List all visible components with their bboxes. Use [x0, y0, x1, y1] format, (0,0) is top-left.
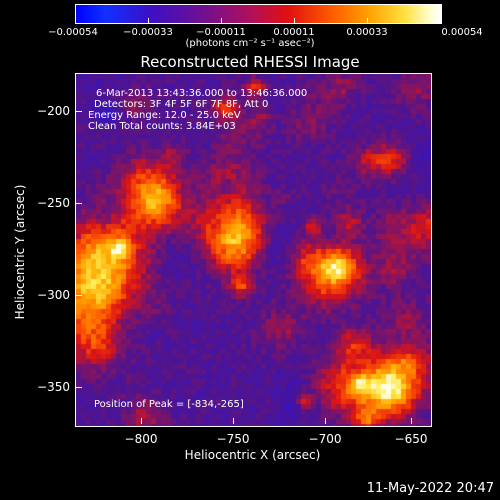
colorbar-tickmark	[367, 18, 368, 23]
x-axis-label: Heliocentric X (arcsec)	[184, 448, 321, 462]
heatmap-canvas	[76, 74, 431, 426]
x-tick-label: −650	[394, 432, 428, 446]
overlay-peak-position: Position of Peak = [-834,-265]	[94, 399, 244, 410]
x-tick-label: −750	[216, 432, 250, 446]
colorbar	[75, 4, 442, 24]
y-tickmark	[76, 295, 82, 296]
plot-title: Reconstructed RHESSI Image	[140, 53, 360, 71]
x-tick-label: −800	[124, 432, 158, 446]
overlay-detectors: Detectors: 3F 4F 5F 6F 7F 8F, Att 0	[94, 99, 269, 110]
colorbar-tickmark	[294, 18, 295, 23]
colorbar-tick-label: 0.00033	[346, 27, 388, 38]
y-axis-label: Heliocentric Y (arcsec)	[13, 184, 27, 320]
y-tick-label: −250	[37, 196, 70, 210]
x-tick-label: −700	[308, 432, 342, 446]
colorbar-tick-label: 0.00054	[441, 27, 483, 38]
y-tickmark	[76, 387, 82, 388]
colorbar-tickmark	[221, 18, 222, 23]
timestamp: 11-May-2022 20:47	[366, 481, 494, 496]
x-tickmark	[411, 418, 412, 424]
overlay-energy: Energy Range: 12.0 - 25.0 keV	[88, 110, 241, 121]
y-tick-label: −300	[37, 288, 70, 302]
colorbar-tickmark	[148, 18, 149, 23]
overlay-clean: Clean Total counts: 3.84E+03	[88, 121, 236, 132]
x-tickmark	[233, 418, 234, 424]
y-tickmark	[76, 111, 82, 112]
colorbar-tick-label: −0.00033	[123, 27, 173, 38]
x-tickmark	[141, 418, 142, 424]
colorbar-units: (photons cm⁻² s⁻¹ asec⁻²)	[185, 38, 315, 49]
colorbar-tickmark	[440, 18, 441, 23]
x-tickmark	[325, 418, 326, 424]
y-tick-label: −350	[37, 380, 70, 394]
colorbar-tick-label: −0.00054	[48, 27, 98, 38]
rhessi-image: 6-Mar-2013 13:43:36.000 to 13:46:36.000 …	[75, 73, 432, 427]
colorbar-tick-label: 0.00011	[273, 27, 315, 38]
y-tick-label: −200	[37, 104, 70, 118]
colorbar-tickmark	[75, 18, 76, 23]
overlay-time: 6-Mar-2013 13:43:36.000 to 13:46:36.000	[96, 88, 308, 99]
y-tickmark	[76, 203, 82, 204]
colorbar-tick-label: −0.00011	[196, 27, 246, 38]
